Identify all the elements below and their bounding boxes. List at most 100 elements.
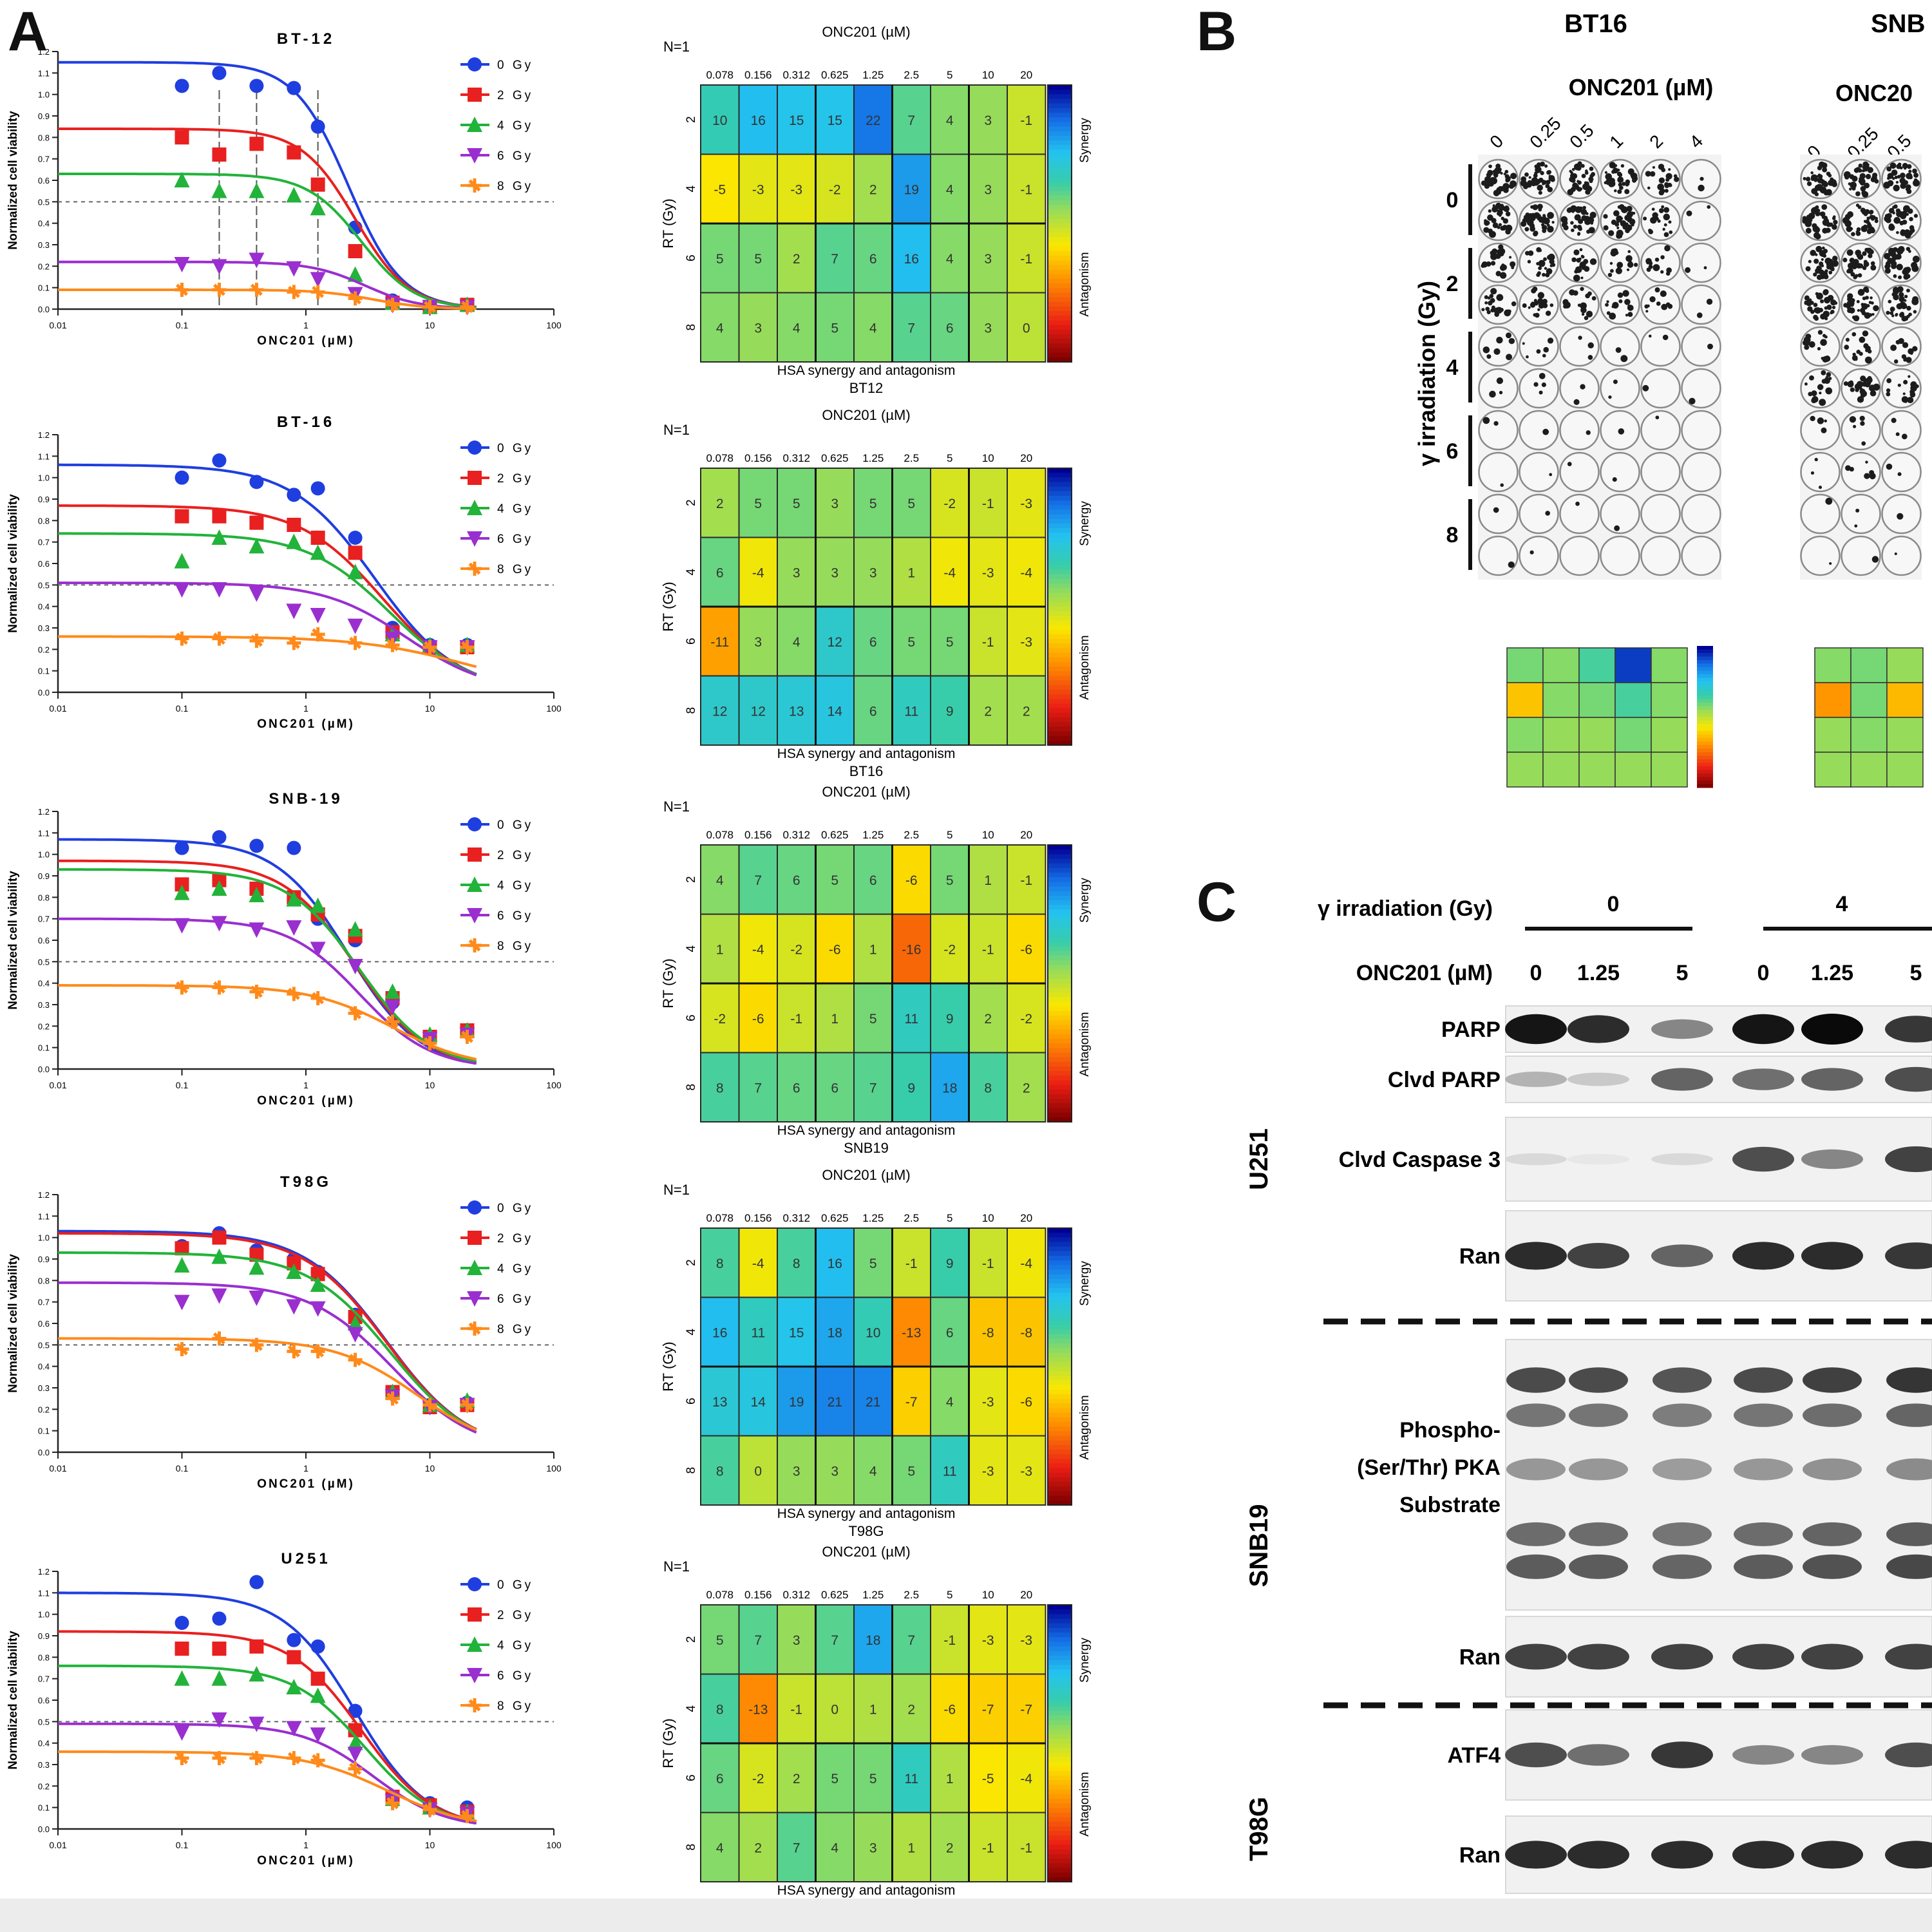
heatmap-cell (777, 536, 817, 607)
colorbar-segment (1697, 777, 1713, 781)
data-point (174, 553, 190, 569)
blot-band (1801, 1745, 1863, 1765)
colony (1571, 228, 1575, 232)
colony (1808, 298, 1812, 302)
colony (1499, 246, 1502, 249)
colony (1510, 261, 1516, 267)
colorbar-segment (1048, 1826, 1072, 1832)
colony (1580, 276, 1584, 279)
heatmap-cell-value: 1 (907, 565, 915, 580)
colony (1580, 307, 1587, 314)
blot-band (1653, 1522, 1712, 1546)
colony (1893, 359, 1899, 364)
blot-band (1803, 1458, 1862, 1481)
colony (1853, 315, 1860, 321)
colony-well (1841, 451, 1881, 493)
colony (1663, 232, 1669, 238)
colony (1819, 399, 1823, 404)
heatmap-cell-value: 2 (984, 704, 992, 719)
colorbar-segment (1048, 1697, 1072, 1703)
heatmap-cell-value: 3 (831, 497, 838, 511)
colony-well (1478, 451, 1519, 493)
blot-label: ATF4 (1448, 1743, 1501, 1768)
western-blot (1505, 1005, 1932, 1053)
colony (1528, 306, 1531, 309)
synergy-heatmap: ONC201 (µM)N=10.078 0.156 0.312 0.625 1.25 2.… (660, 1544, 1092, 1916)
heatmap-cell (1007, 1052, 1046, 1122)
legend-marker (467, 876, 482, 892)
blot-band (1801, 1841, 1863, 1869)
colorbar-segment (1048, 279, 1072, 285)
y-tick-label: 1.0 (38, 473, 50, 483)
data-point (212, 283, 227, 297)
heatmap-col-label: 20 (1020, 452, 1032, 464)
heatmap-cell-value: 11 (904, 704, 918, 719)
y-tick-label: 0.8 (38, 893, 50, 902)
heatmap-cell (738, 1604, 778, 1675)
heatmap-cell-value: 5 (716, 252, 724, 267)
colony (1896, 263, 1903, 270)
mini-heatmap-cell (1814, 682, 1852, 718)
colony (1662, 227, 1665, 231)
fit-curve (58, 868, 477, 1063)
mini-heatmap-cell (1542, 717, 1580, 753)
legend-marker (468, 1577, 482, 1591)
colony (1618, 185, 1624, 190)
heatmap-cell-value: 7 (831, 1633, 838, 1648)
colony (1547, 170, 1552, 175)
colony (1823, 274, 1829, 279)
colony (1575, 501, 1580, 506)
heatmap-cell (891, 1296, 931, 1367)
heatmap-cell-value: -1 (1020, 1841, 1032, 1855)
colony (1645, 258, 1652, 265)
drug-label: ONC201 (µM) (1569, 74, 1714, 100)
colony-well (1600, 368, 1640, 409)
colony (1902, 342, 1909, 348)
colony (1909, 225, 1915, 231)
legend-label: 6 Gy (497, 149, 533, 163)
colony (1620, 217, 1624, 220)
colony (1536, 349, 1541, 354)
colony (1814, 178, 1817, 182)
western-blot (1505, 1056, 1932, 1103)
colony (1819, 392, 1822, 395)
heatmap-cell (777, 1052, 817, 1122)
colony (1889, 307, 1895, 312)
blot-band (1651, 1643, 1713, 1670)
blot-band (1651, 1068, 1713, 1091)
y-tick-label: 1.2 (38, 1567, 50, 1577)
colony (1824, 419, 1827, 422)
colony (1850, 272, 1855, 277)
heatmap-cell-value: 6 (869, 873, 877, 888)
colorbar-segment (1697, 734, 1713, 739)
heatmap-cell-value: 5 (907, 1464, 915, 1479)
colony (1574, 269, 1578, 274)
colony (1502, 218, 1508, 224)
colony (1616, 215, 1623, 222)
colorbar-segment (1697, 688, 1713, 692)
colony-well (1640, 410, 1681, 451)
heatmap-cell (853, 1743, 893, 1814)
colony (1906, 289, 1910, 293)
heatmap-cell-value: 4 (869, 321, 877, 336)
colorbar-segment (1048, 690, 1072, 696)
colony (1660, 290, 1667, 298)
heatmap-cell-value: 4 (946, 252, 954, 267)
y-tick-label: 0.0 (38, 1448, 50, 1457)
data-point (175, 1642, 189, 1656)
blot-band (1734, 1554, 1793, 1579)
colony (1826, 222, 1832, 227)
heatmap-cell (700, 1673, 740, 1744)
heatmap-col-label: 0.078 (706, 1212, 734, 1224)
heatmap-cell (700, 1435, 740, 1506)
colony-well (1640, 368, 1681, 409)
colony (1527, 260, 1531, 264)
heatmap-cell-value: 3 (831, 1464, 838, 1479)
mini-heatmap-cell (1578, 647, 1616, 683)
colorbar-segment (1048, 505, 1072, 511)
colony (1855, 388, 1859, 392)
colorbar-segment (1048, 583, 1072, 589)
legend-label: 0 Gy (497, 1578, 533, 1592)
plot-title: SNB-19 (269, 790, 343, 808)
dose-response-plot: T98G0.00.10.20.30.40.50.60.70.80.91.01.1… (6, 1173, 562, 1491)
